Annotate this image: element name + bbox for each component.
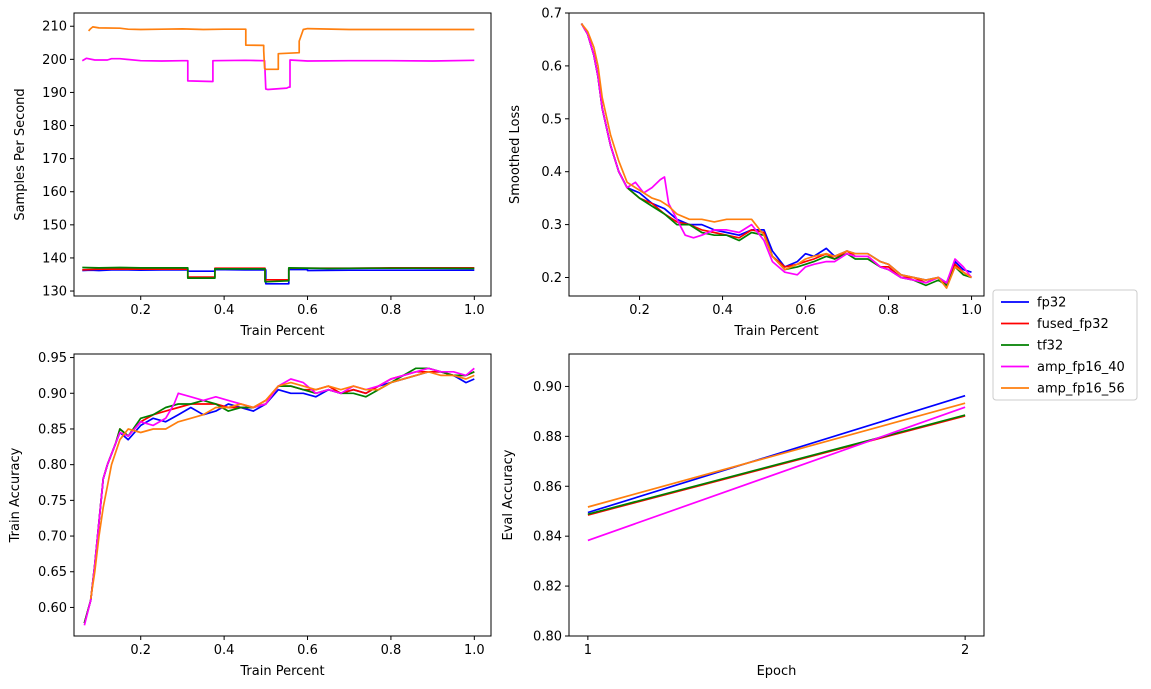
- chart-eval_acc-axes-frame: [568, 353, 985, 637]
- chart-loss-series-fused_fp32: [580, 23, 972, 287]
- chart-samples-x-tick-label: 0.8: [381, 303, 402, 318]
- chart-loss-x-axis-label: Train Percent: [733, 324, 818, 339]
- chart-samples-x-tick-label: 0.2: [130, 303, 151, 318]
- chart-loss-x-tick-label: 0.2: [629, 303, 650, 318]
- chart-eval_acc-y-tick-label: 0.82: [533, 580, 562, 595]
- chart-loss-y-tick-label: 0.3: [541, 218, 562, 233]
- chart-samples-x-tick-label: 0.6: [297, 303, 318, 318]
- chart-samples-y-tick-label: 180: [42, 119, 67, 134]
- chart-train_acc-y-tick-label: 0.60: [38, 601, 67, 616]
- chart-train_acc-y-tick-label: 0.95: [38, 351, 67, 366]
- chart-eval_acc-y-tick-label: 0.80: [533, 630, 562, 645]
- chart-train_acc-series-fused_fp32: [83, 370, 475, 624]
- chart-loss-x-tick-label: 0.8: [878, 303, 899, 318]
- chart-samples-y-tick-label: 130: [42, 285, 67, 300]
- chart-train_acc-x-tick-label: 0.4: [214, 643, 235, 658]
- chart-train_acc-series-tf32: [83, 367, 475, 624]
- chart-loss-series-fp32: [580, 23, 972, 284]
- chart-loss-y-tick-label: 0.7: [541, 7, 562, 22]
- samples-per-second-chart: 0.2 0.4 0.6 0.8 1.0 130 140 150 160 170 180 190 200 2…: [13, 12, 492, 339]
- chart-loss-y-tick-label: 0.6: [541, 59, 562, 74]
- chart-train_acc-y-tick-label: 0.65: [38, 565, 67, 580]
- chart-train_acc-y-axis-label: Train Accuracy: [8, 447, 23, 543]
- chart-samples-y-tick-label: 160: [42, 185, 67, 200]
- chart-eval_acc-series-amp_fp16_40: [587, 406, 966, 542]
- chart-eval_acc-series-fp32: [587, 394, 966, 514]
- chart-samples-series-amp_fp16_56: [87, 26, 475, 71]
- chart-train_acc-x-tick-label: 0.6: [297, 643, 318, 658]
- chart-train_acc-x-tick-label: 0.2: [130, 643, 151, 658]
- chart-loss-y-axis-label: Smoothed Loss: [508, 105, 523, 204]
- chart-train_acc-axes-frame: [73, 353, 492, 637]
- chart-train_acc-series-amp_fp16_56: [89, 370, 475, 600]
- legend-box: [992, 289, 1138, 401]
- chart-eval_acc-y-tick-label: 0.90: [533, 380, 562, 395]
- chart-train_acc-y-tick-label: 0.80: [38, 458, 67, 473]
- chart-loss-x-tick-label: 1.0: [961, 303, 982, 318]
- chart-train_acc-x-tick-label: 0.8: [381, 643, 402, 658]
- legend: fp32 fused_fp32 tf32 amp_fp16_40 amp_fp16_56: [992, 289, 1138, 401]
- chart-train_acc-y-tick-label: 0.90: [38, 387, 67, 402]
- chart-samples-y-tick-label: 200: [42, 53, 67, 68]
- chart-samples-y-tick-label: 150: [42, 218, 67, 233]
- chart-eval_acc-x-axis-label: Epoch: [757, 664, 797, 679]
- legend-label-fp32: fp32: [1037, 296, 1066, 311]
- chart-loss-x-tick-label: 0.4: [712, 303, 733, 318]
- chart-eval_acc-y-tick-label: 0.86: [533, 480, 562, 495]
- legend-label-tf32: tf32: [1037, 339, 1063, 354]
- chart-loss-series-tf32: [580, 23, 972, 287]
- chart-samples-y-tick-label: 210: [42, 20, 67, 35]
- chart-samples-y-axis-label: Samples Per Second: [13, 88, 28, 220]
- eval-accuracy-chart: 1 2 0.80 0.82 0.84 0.86 0.88 0.90 Epoch Eval Accu…: [501, 353, 985, 679]
- chart-samples-x-tick-label: 1.0: [464, 303, 485, 318]
- chart-loss-x-tick-label: 0.6: [795, 303, 816, 318]
- chart-train_acc-y-tick-label: 0.85: [38, 422, 67, 437]
- chart-samples-series-amp_fp16_40: [81, 57, 475, 91]
- chart-train_acc-series-amp_fp16_40: [83, 367, 475, 626]
- smoothed-loss-chart: 0.2 0.4 0.6 0.8 1.0 0.2 0.3 0.4 0.5 0.6 0.7 Train P…: [508, 7, 985, 339]
- chart-train_acc-y-tick-label: 0.75: [38, 494, 67, 509]
- chart-train_acc-x-tick-label: 1.0: [464, 643, 485, 658]
- chart-train_acc-y-tick-label: 0.70: [38, 530, 67, 545]
- legend-label-amp_fp16_40: amp_fp16_40: [1037, 360, 1125, 375]
- legend-label-amp_fp16_56: amp_fp16_56: [1037, 382, 1125, 397]
- chart-train_acc-series-fp32: [83, 370, 475, 624]
- chart-eval_acc-y-tick-label: 0.84: [533, 530, 562, 545]
- chart-loss-series-amp_fp16_40: [580, 23, 973, 284]
- chart-samples-y-tick-label: 190: [42, 86, 67, 101]
- train-accuracy-chart: 0.2 0.4 0.6 0.8 1.0 0.60 0.65 0.70 0.75 0.80 0.85 0…: [8, 351, 492, 679]
- chart-eval_acc-y-axis-label: Eval Accuracy: [501, 449, 516, 540]
- chart-samples-y-tick-label: 140: [42, 251, 67, 266]
- chart-eval_acc-series-amp_fp16_56: [587, 402, 966, 508]
- chart-eval_acc-series-tf32: [587, 414, 966, 516]
- chart-samples-y-tick-label: 170: [42, 152, 67, 167]
- chart-samples-series-tf32: [82, 266, 475, 283]
- legend-label-fused_fp32: fused_fp32: [1037, 317, 1109, 332]
- chart-eval_acc-x-tick-label: 1: [584, 643, 592, 658]
- chart-samples-x-axis-label: Train Percent: [239, 324, 324, 339]
- chart-loss-y-tick-label: 0.4: [541, 165, 562, 180]
- chart-samples-axes-frame: [73, 12, 492, 297]
- chart-samples-x-tick-label: 0.4: [214, 303, 235, 318]
- chart-loss-y-tick-label: 0.5: [541, 112, 562, 127]
- chart-train_acc-x-axis-label: Train Percent: [239, 664, 324, 679]
- chart-loss-y-tick-label: 0.2: [541, 271, 562, 286]
- chart-loss-series-amp_fp16_56: [580, 23, 972, 289]
- chart-eval_acc-x-tick-label: 2: [961, 643, 969, 658]
- chart-eval_acc-y-tick-label: 0.88: [533, 430, 562, 445]
- chart-loss-axes-frame: [568, 12, 985, 297]
